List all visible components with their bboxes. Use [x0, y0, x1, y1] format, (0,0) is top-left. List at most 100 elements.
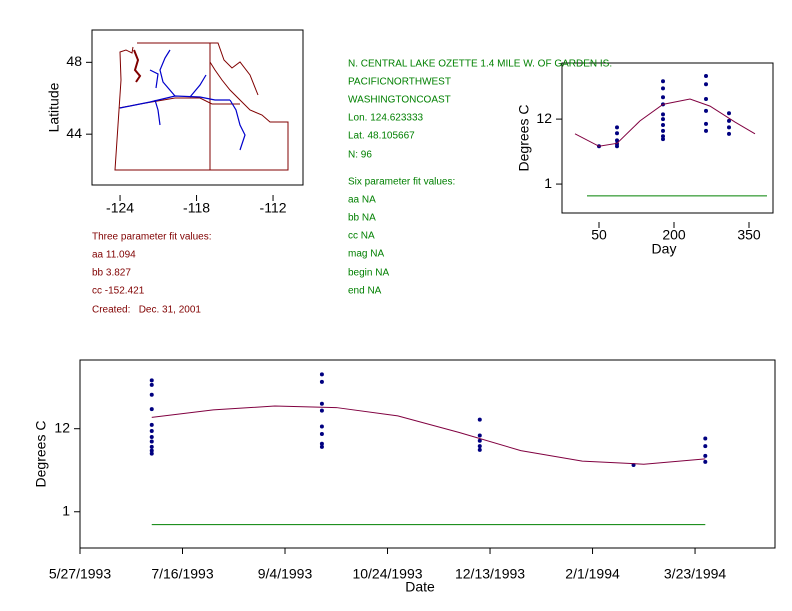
state-borders [114, 42, 289, 171]
river [159, 49, 176, 97]
site-info: mag NA [348, 249, 384, 260]
river [154, 99, 161, 126]
data-point [477, 433, 482, 438]
y-axis-label: Degrees C [33, 421, 49, 488]
site-info: cc NA [348, 231, 375, 242]
fit-info: bb 3.827 [92, 268, 131, 279]
fit-info: aa 11.094 [92, 250, 136, 261]
data-point [704, 128, 708, 133]
data-point [661, 123, 665, 128]
y-tick-label: 1 [62, 502, 70, 518]
fit-info: Created: Dec. 31, 2001 [92, 305, 201, 316]
border [210, 42, 259, 96]
data-point [727, 111, 731, 116]
data-point [149, 444, 154, 449]
fit-info: cc -152.421 [92, 286, 145, 297]
data-point [477, 438, 482, 443]
data-point [727, 125, 731, 130]
data-point [149, 392, 154, 397]
river [149, 69, 159, 89]
data-point [319, 431, 324, 436]
data-point [319, 372, 324, 377]
data-point [661, 79, 665, 84]
data-point [319, 444, 324, 449]
x-tick-label: -124 [106, 200, 134, 216]
x-tick-label: 200 [662, 227, 686, 243]
site-info: Six parameter fit values: [348, 177, 455, 188]
data-point [477, 417, 482, 422]
data-point [319, 424, 324, 429]
site-info: N. CENTRAL LAKE OZETTE 1.4 MILE W. OF GA… [348, 59, 612, 70]
data-point [703, 453, 708, 458]
site-info: bb NA [348, 213, 376, 224]
data-point [149, 422, 154, 427]
data-point [704, 121, 708, 126]
data-point [661, 117, 665, 122]
rivers [119, 49, 246, 151]
x-tick-label: -118 [183, 200, 210, 216]
x-tick-label: 9/4/1993 [258, 566, 313, 582]
data-point [615, 144, 619, 149]
data-point [704, 108, 708, 113]
y-tick-label: 12 [54, 419, 70, 435]
site-info: Lat. 48.105667 [348, 131, 415, 142]
y-tick-label: 1 [544, 175, 552, 191]
data-point [149, 378, 154, 383]
data-point [703, 436, 708, 441]
data-point [661, 128, 665, 133]
x-tick-label: 350 [737, 227, 761, 243]
data-point [727, 131, 731, 136]
data-point [615, 125, 619, 130]
site-info: begin NA [348, 268, 389, 279]
x-axis-label: Day [652, 241, 677, 257]
x-tick-label: 10/24/1993 [352, 566, 422, 582]
x-tick-label: 5/27/1993 [49, 566, 111, 582]
site-info: PACIFICNORTHWEST [348, 77, 451, 88]
x-tick-label: 50 [591, 227, 607, 243]
data-point [319, 379, 324, 384]
river [119, 95, 230, 109]
data-point [149, 451, 154, 456]
site-info: aa NA [348, 195, 376, 206]
x-tick-label: 12/13/1993 [455, 566, 525, 582]
sound [133, 49, 142, 83]
data-point [319, 441, 324, 446]
data-point [477, 447, 482, 452]
data-point [703, 459, 708, 464]
data-point [661, 95, 665, 100]
data-point [149, 448, 154, 453]
data-point [661, 112, 665, 117]
x-axis-label: Date [405, 579, 435, 595]
data-point [615, 138, 619, 143]
data-point [661, 134, 665, 139]
site-info: N: 96 [348, 150, 372, 161]
data-point [149, 439, 154, 444]
data-point [319, 401, 324, 406]
plot-frame [561, 62, 774, 214]
data-point [615, 131, 619, 136]
plot-frame [91, 29, 304, 186]
data-point [704, 73, 708, 78]
site-info: end NA [348, 286, 382, 297]
data-point [704, 82, 708, 87]
fit-line [151, 405, 706, 465]
x-tick-label: -112 [260, 200, 287, 216]
data-point [319, 408, 324, 413]
river [189, 74, 207, 98]
data-point [704, 97, 708, 102]
site-info: WASHINGTONCOAST [348, 95, 451, 106]
data-point [727, 118, 731, 123]
site-info: Lon. 124.623333 [348, 113, 424, 124]
data-point [149, 428, 154, 433]
y-tick-label: 44 [66, 125, 82, 141]
data-point [703, 444, 708, 449]
y-tick-label: 48 [66, 53, 82, 69]
river [229, 99, 246, 151]
data-point [661, 86, 665, 91]
y-tick-label: 12 [536, 110, 552, 126]
data-point [149, 435, 154, 440]
y-axis-label: Degrees C [516, 105, 532, 172]
fit-line [574, 98, 756, 147]
